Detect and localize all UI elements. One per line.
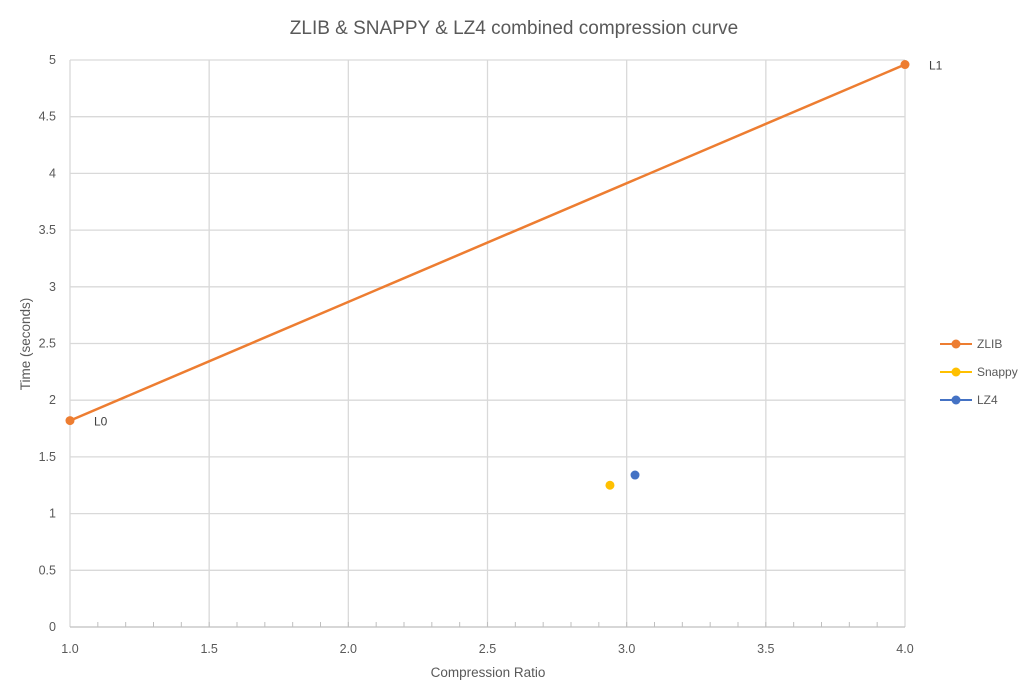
y-tick-label: 3.5 (39, 223, 56, 237)
data-point-snappy (605, 480, 615, 490)
y-tick-label: 0 (49, 620, 56, 634)
chart-title: ZLIB & SNAPPY & LZ4 combined compression… (290, 18, 738, 39)
series-marks: L0 L1 (65, 59, 943, 490)
x-tick-label: 3.5 (757, 642, 774, 656)
legend-marker-lz4 (951, 395, 961, 405)
x-tick-label: 1.5 (200, 642, 217, 656)
y-tick-label: 4 (49, 166, 56, 180)
y-tick-label: 3 (49, 280, 56, 294)
data-label: L0 (94, 415, 108, 429)
x-tick-label: 2.0 (340, 642, 357, 656)
data-point-lz4 (630, 470, 640, 480)
x-tick-label: 3.0 (618, 642, 635, 656)
y-tick-label: 5 (49, 53, 56, 67)
y-tick-label: 2.5 (39, 337, 56, 351)
x-axis-label: Compression Ratio (431, 665, 546, 680)
data-label: L1 (929, 59, 943, 73)
y-tick-label: 0.5 (39, 563, 56, 577)
legend-marker-zlib (951, 339, 961, 349)
legend-label: ZLIB (977, 337, 1002, 351)
x-tick-label: 2.5 (479, 642, 496, 656)
legend-label: LZ4 (977, 393, 998, 407)
y-tick-label: 1 (49, 507, 56, 521)
y-tick-label: 4.5 (39, 110, 56, 124)
x-tick-label: 1.0 (61, 642, 78, 656)
series-line-zlib (69, 63, 906, 422)
legend-label: Snappy (977, 365, 1018, 379)
y-tick-label: 1.5 (39, 450, 56, 464)
x-tick-label: 4.0 (896, 642, 913, 656)
y-tick-label: 2 (49, 393, 56, 407)
gridlines (69, 59, 906, 628)
data-point-zlib (65, 416, 75, 426)
tick-labels: 1.0 1.5 2.0 2.5 3.0 3.5 4.0 0 0.5 1 1.5 2 2.5 3 3.5 4 4.… (39, 53, 914, 656)
legend: ZLIB Snappy LZ4 (940, 337, 1018, 407)
data-point-zlib (900, 60, 910, 70)
y-axis-label: Time (seconds) (18, 298, 33, 391)
legend-marker-snappy (951, 367, 961, 377)
